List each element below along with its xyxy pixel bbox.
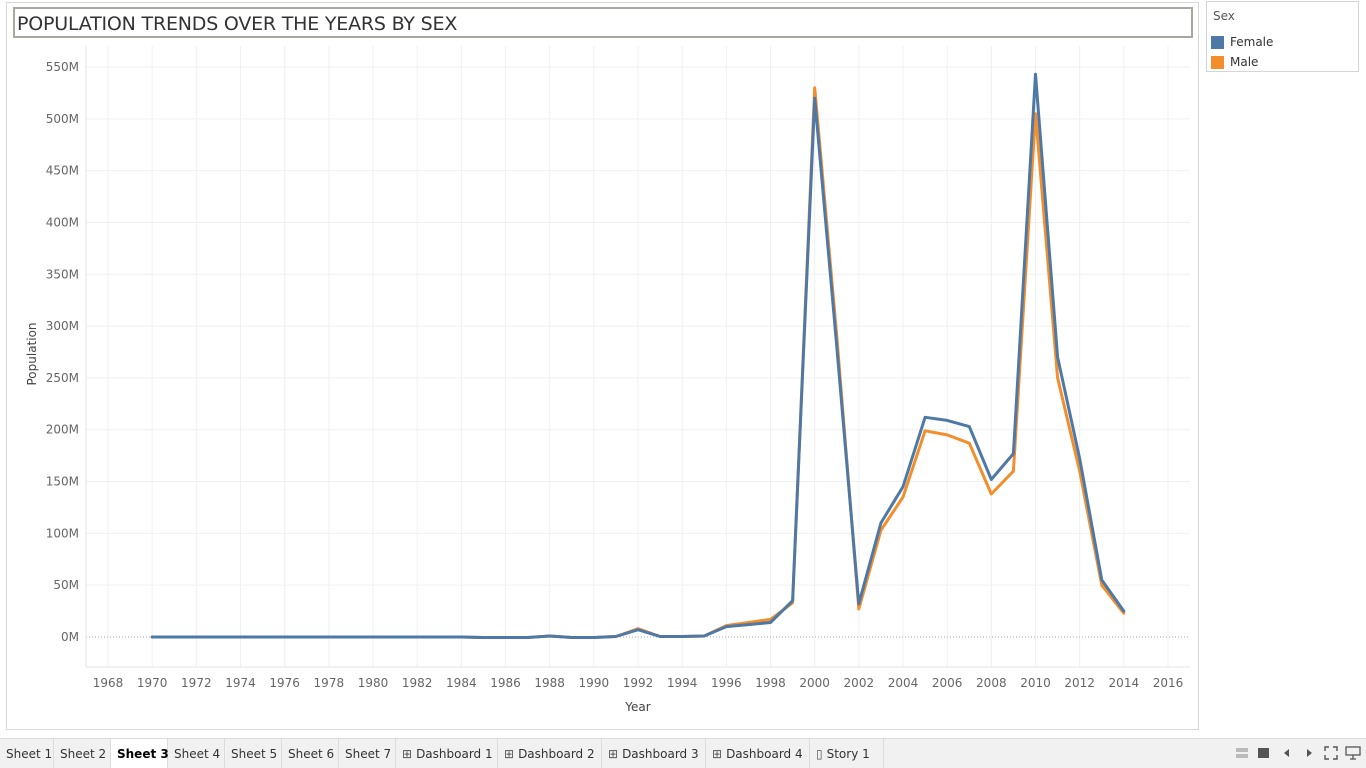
tab-sheet-3[interactable]: Sheet 3 xyxy=(111,739,169,768)
x-tick-label: 1994 xyxy=(667,676,698,690)
line-chart[interactable]: 0M 50M 100M 150M 200M 250M 300M 350M 400M 450M 500… xyxy=(0,0,1366,738)
tab-label: Sheet 7 xyxy=(345,746,392,761)
x-tick-label: 1986 xyxy=(490,676,521,690)
fit-to-window-icon[interactable] xyxy=(1323,744,1339,762)
series-line-female[interactable] xyxy=(150,72,1126,639)
tab-label: Sheet 1 xyxy=(6,746,53,761)
worksheet-title-box[interactable]: POPULATION TRENDS OVER THE YEARS BY SEX xyxy=(13,7,1193,38)
x-tick-label: 2016 xyxy=(1153,676,1184,690)
tab-label: Dashboard 1 xyxy=(416,746,493,761)
y-tick-label: 500M xyxy=(46,112,79,126)
tab-label: Sheet 2 xyxy=(60,746,107,761)
y-tick-label: 150M xyxy=(46,475,79,489)
tab-sheet-2[interactable]: Sheet 2 xyxy=(54,739,111,768)
x-axis-title: Year xyxy=(624,700,650,714)
x-tick-label: 1970 xyxy=(137,676,168,690)
tab-label: Sheet 3 xyxy=(117,746,169,761)
x-tick-label: 2008 xyxy=(976,676,1007,690)
legend-label-male: Male xyxy=(1230,55,1259,69)
y-tick-label: 400M xyxy=(46,215,79,229)
tab-sheet-4[interactable]: Sheet 4 xyxy=(168,739,225,768)
legend-label-female: Female xyxy=(1230,35,1274,49)
tab-label: Dashboard 2 xyxy=(518,746,595,761)
show-filmstrip-icon[interactable] xyxy=(1234,744,1250,762)
tab-sheet-7[interactable]: Sheet 7 xyxy=(339,739,396,768)
y-tick-label: 50M xyxy=(53,578,79,592)
tab-dashboard-4[interactable]: ⊞ Dashboard 4 xyxy=(706,739,810,768)
tab-label: Story 1 xyxy=(826,746,870,761)
x-tick-label: 1978 xyxy=(314,676,345,690)
x-tick-label: 2010 xyxy=(1020,676,1051,690)
x-tick-label: 1982 xyxy=(402,676,433,690)
x-tick-label: 1992 xyxy=(623,676,654,690)
x-tick-label: 1996 xyxy=(711,676,742,690)
y-tick-label: 550M xyxy=(46,60,79,74)
x-tick-label: 2000 xyxy=(799,676,830,690)
legend-item-male[interactable]: Male xyxy=(1211,54,1258,70)
dashboard-icon: ⊞ xyxy=(712,746,723,761)
next-sheet-icon[interactable] xyxy=(1302,744,1316,762)
y-tick-label: 100M xyxy=(46,526,79,540)
dashboard-icon: ⊞ xyxy=(504,746,515,761)
sheet-tab-bar: Sheet 1 Sheet 2 Sheet 3 Sheet 4 Sheet 5 … xyxy=(0,738,1366,768)
x-tick-label: 1968 xyxy=(93,676,124,690)
y-tick-label: 450M xyxy=(46,164,79,178)
previous-sheet-icon[interactable] xyxy=(1280,744,1294,762)
tab-dashboard-1[interactable]: ⊞ Dashboard 1 xyxy=(396,739,498,768)
tab-label: Sheet 5 xyxy=(231,746,278,761)
legend-title: Sex xyxy=(1213,9,1235,23)
story-icon: ▯ xyxy=(816,746,823,761)
chart-title: POPULATION TRENDS OVER THE YEARS BY SEX xyxy=(17,13,458,35)
tab-dashboard-2[interactable]: ⊞ Dashboard 2 xyxy=(498,739,602,768)
x-tick-label: 1980 xyxy=(358,676,389,690)
dashboard-icon: ⊞ xyxy=(402,746,413,761)
x-tick-label: 1998 xyxy=(755,676,786,690)
x-tick-label: 1974 xyxy=(225,676,256,690)
x-tick-label: 1984 xyxy=(446,676,477,690)
y-tick-label: 300M xyxy=(46,319,79,333)
tab-label: Sheet 4 xyxy=(174,746,221,761)
legend-card[interactable]: Sex Female Male xyxy=(1206,1,1359,72)
x-tick-label: 2014 xyxy=(1109,676,1140,690)
legend-swatch-female xyxy=(1211,35,1224,49)
x-tick-label: 1988 xyxy=(534,676,565,690)
x-tick-label: 2004 xyxy=(888,676,919,690)
show-tabs-icon[interactable] xyxy=(1256,744,1272,762)
tab-sheet-5[interactable]: Sheet 5 xyxy=(225,739,282,768)
legend-item-female[interactable]: Female xyxy=(1211,34,1273,50)
x-tick-label: 1990 xyxy=(579,676,610,690)
x-tick-label: 2006 xyxy=(932,676,963,690)
x-tick-label: 2002 xyxy=(844,676,875,690)
legend-swatch-male xyxy=(1211,55,1224,69)
y-tick-label: 0M xyxy=(61,630,79,644)
tab-label: Dashboard 4 xyxy=(726,746,803,761)
tab-label: Dashboard 3 xyxy=(622,746,699,761)
x-tick-label: 2012 xyxy=(1064,676,1095,690)
x-tick-label: 1972 xyxy=(181,676,212,690)
tab-dashboard-3[interactable]: ⊞ Dashboard 3 xyxy=(602,739,706,768)
y-tick-label: 350M xyxy=(46,267,79,281)
tab-sheet-1[interactable]: Sheet 1 xyxy=(0,739,54,768)
dashboard-icon: ⊞ xyxy=(608,746,619,761)
y-axis-title: Population xyxy=(25,322,39,385)
tab-sheet-6[interactable]: Sheet 6 xyxy=(282,739,339,768)
worksheet-frame xyxy=(6,2,1199,730)
y-tick-label: 250M xyxy=(46,371,79,385)
y-tick-label: 200M xyxy=(46,423,79,437)
tab-story-1[interactable]: ▯ Story 1 xyxy=(810,739,884,768)
presentation-mode-icon[interactable] xyxy=(1344,744,1362,762)
x-tick-label: 1976 xyxy=(269,676,300,690)
tab-label: Sheet 6 xyxy=(288,746,335,761)
